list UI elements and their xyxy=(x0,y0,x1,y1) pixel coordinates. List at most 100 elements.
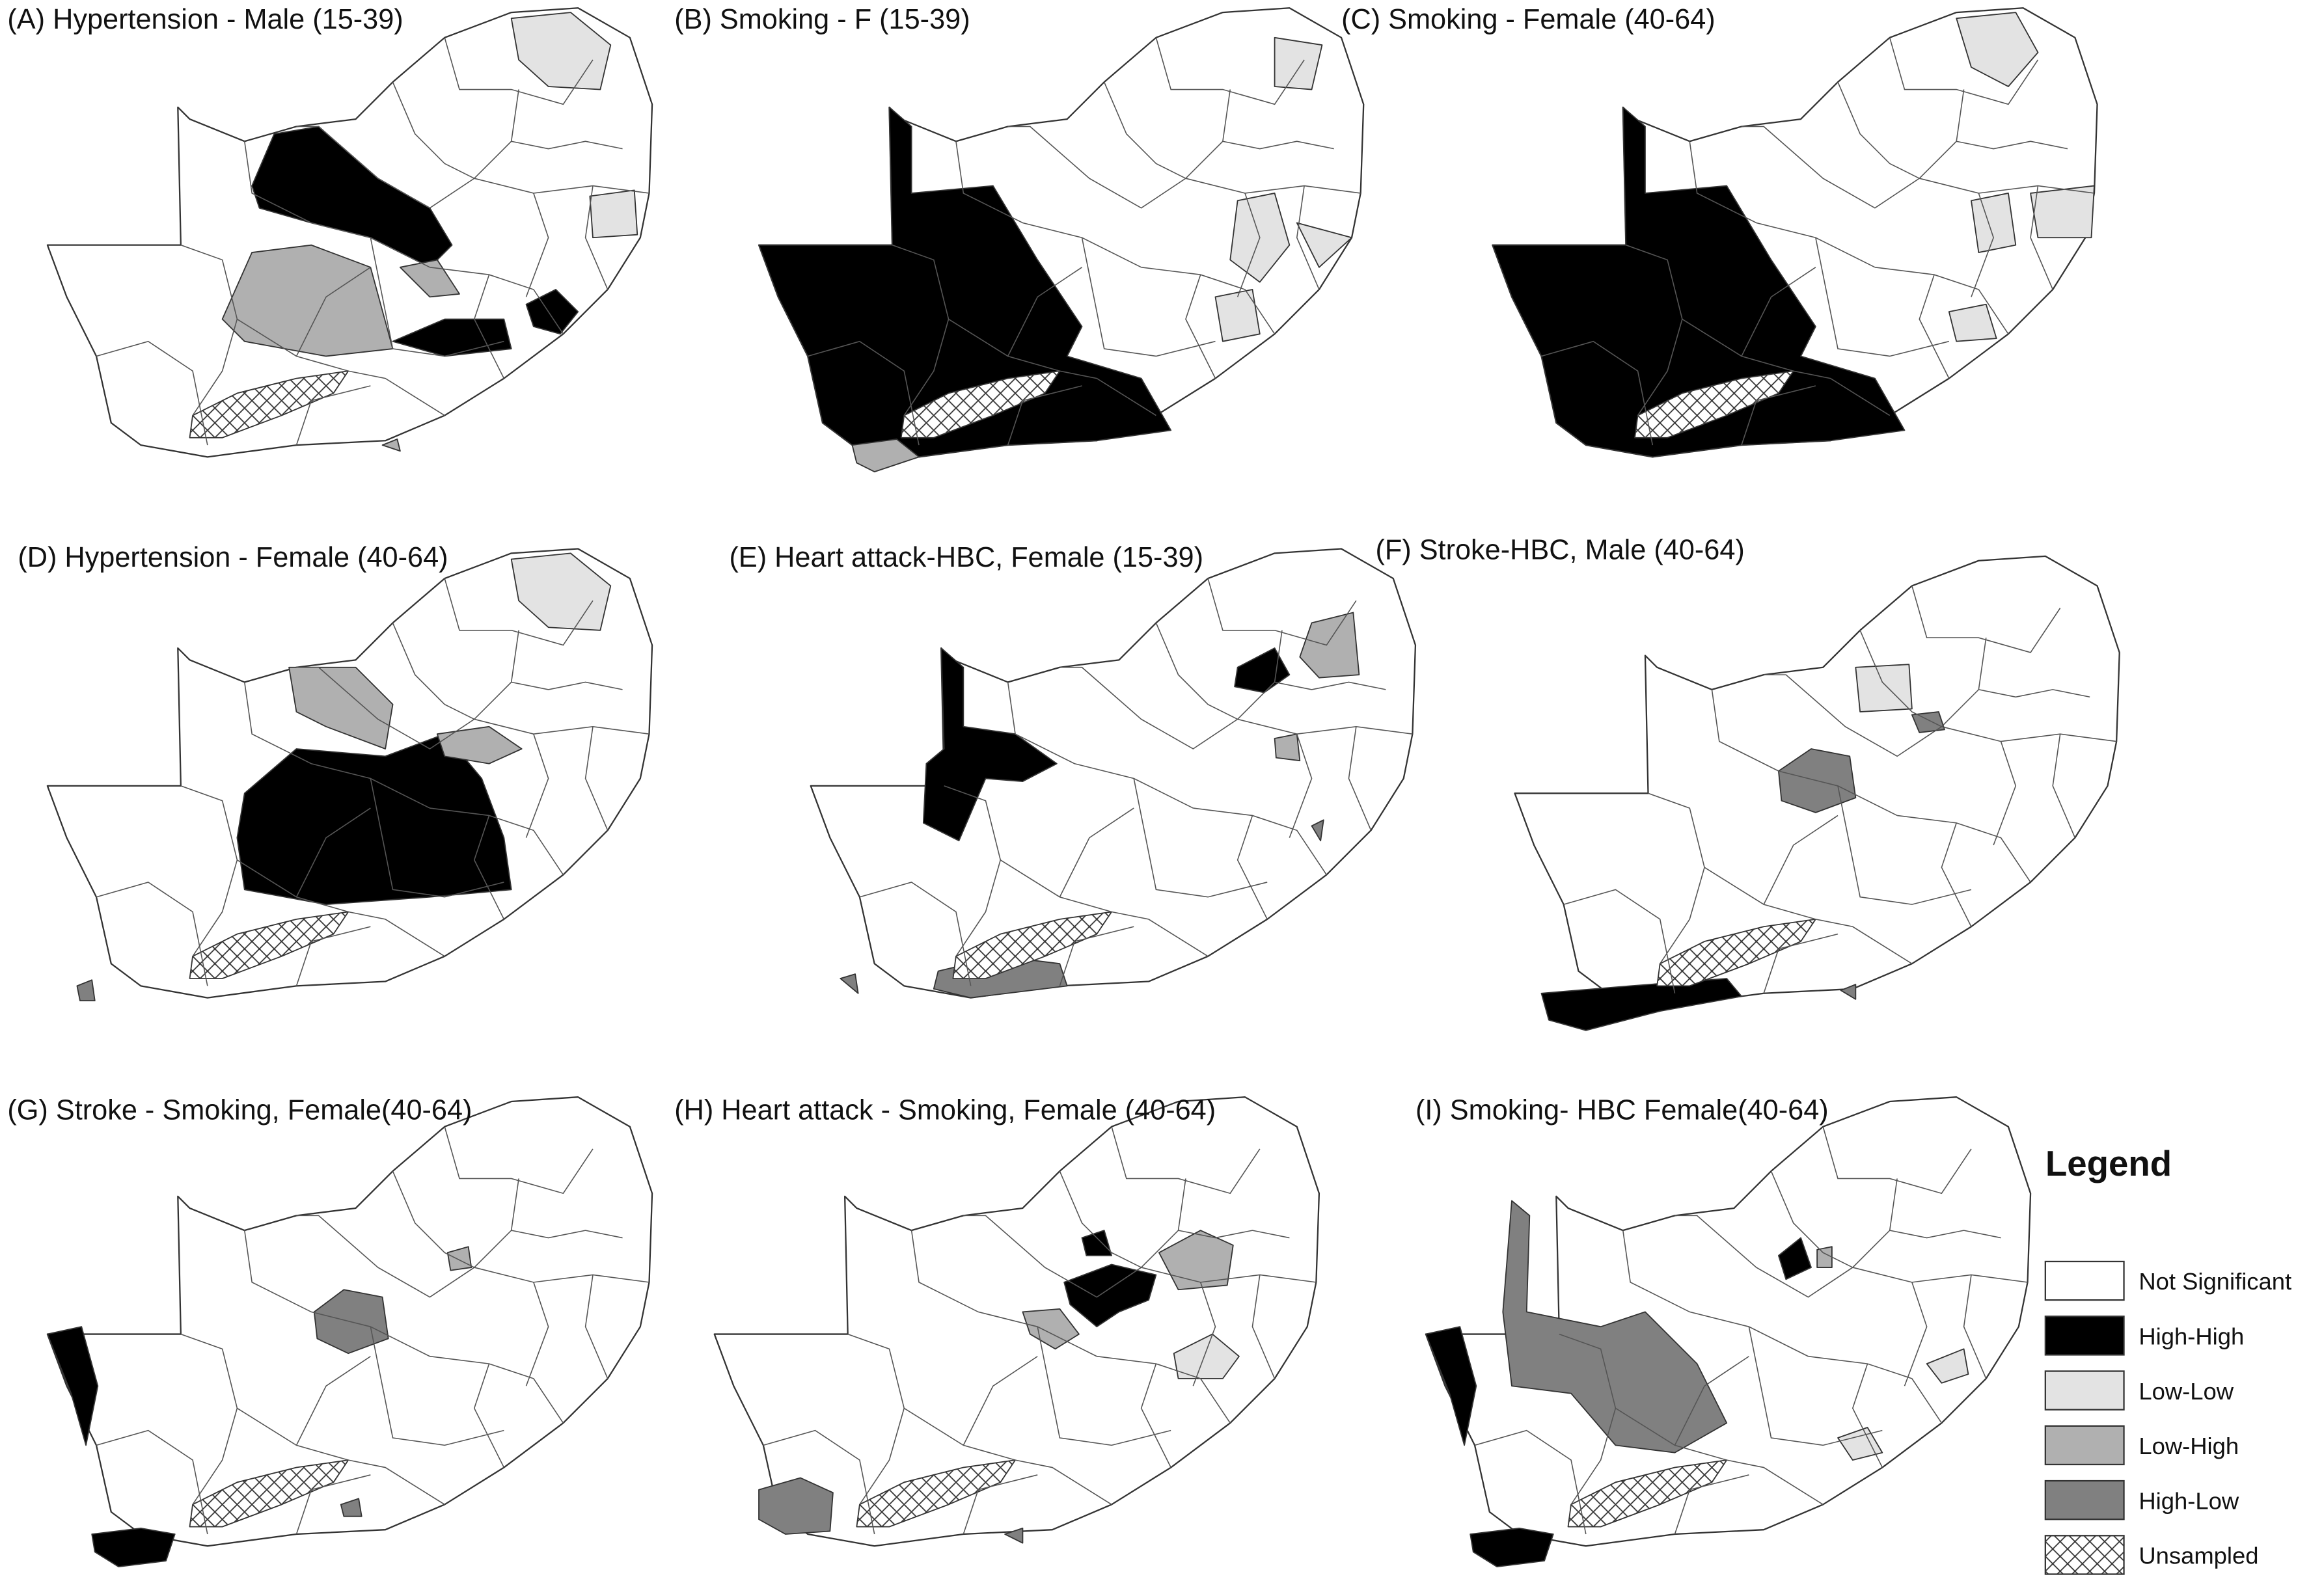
district-region xyxy=(91,1527,176,1568)
district-boundary xyxy=(1674,1356,1749,1446)
district-region xyxy=(236,733,512,906)
district-boundary xyxy=(1192,1282,1216,1386)
district-boundary xyxy=(96,882,208,986)
district-boundary xyxy=(1140,1363,1171,1468)
district-boundary xyxy=(1141,267,1276,334)
district-boundary xyxy=(525,1282,549,1386)
panel-title: (C) Smoking - Female (40-64) xyxy=(1341,4,1716,35)
district-boundary xyxy=(430,1355,564,1424)
district-boundary xyxy=(392,81,475,179)
legend-swatch xyxy=(2044,1479,2125,1520)
district-region xyxy=(856,1459,1016,1528)
district-boundary xyxy=(1919,178,2095,194)
district-region xyxy=(1063,1263,1157,1328)
district-boundary xyxy=(295,385,371,446)
district-boundary xyxy=(1474,1429,1587,1535)
district-boundary xyxy=(1622,1230,1809,1357)
district-region xyxy=(1299,612,1360,679)
panel-title: (G) Stroke - Smoking, Female(40-64) xyxy=(7,1094,472,1126)
district-region xyxy=(589,189,638,239)
district-region xyxy=(1492,106,1906,458)
district-boundary xyxy=(1207,578,1357,646)
district-boundary xyxy=(444,578,594,646)
district-boundary xyxy=(1178,1230,1290,1239)
district-boundary xyxy=(236,1407,445,1506)
district-boundary xyxy=(474,718,649,735)
district-boundary xyxy=(473,274,505,379)
legend-label: High-High xyxy=(2139,1323,2244,1350)
legend-label: Low-High xyxy=(2139,1433,2239,1459)
district-boundary xyxy=(1059,807,1134,898)
district-boundary xyxy=(1289,733,1313,838)
district-boundary xyxy=(1919,274,1950,379)
district-boundary xyxy=(525,193,549,297)
district-region xyxy=(1777,1237,1812,1280)
district-boundary xyxy=(1563,889,1676,993)
district-boundary xyxy=(1133,778,1268,898)
district-boundary xyxy=(295,807,371,898)
district-region xyxy=(1502,1200,1728,1453)
district-region xyxy=(840,973,859,994)
district-region xyxy=(1081,1230,1112,1256)
district-boundary xyxy=(1007,267,1082,357)
district-region xyxy=(1971,193,2017,253)
district-boundary xyxy=(1815,237,1950,357)
district-boundary xyxy=(1911,586,2061,653)
district-region xyxy=(436,725,523,764)
district-boundary xyxy=(859,882,972,986)
map-panel xyxy=(46,548,653,1002)
map-panel xyxy=(46,7,653,458)
district-region xyxy=(1855,664,1913,712)
district-region xyxy=(189,370,349,439)
district-region xyxy=(1311,819,1324,842)
district-boundary xyxy=(763,1429,875,1535)
district-boundary xyxy=(584,185,608,290)
legend-swatch xyxy=(2044,1535,2125,1575)
panel-title: (B) Smoking - F (15-39) xyxy=(674,4,970,35)
district-region xyxy=(1911,711,1945,733)
district-boundary xyxy=(295,267,371,357)
district-boundary xyxy=(1941,726,2117,742)
district-boundary xyxy=(96,1429,208,1535)
district-boundary xyxy=(1770,1170,1853,1268)
map-panel xyxy=(758,7,1365,473)
legend-swatch xyxy=(2044,1316,2125,1356)
district-boundary xyxy=(963,1356,1038,1446)
district-region xyxy=(1948,303,1997,342)
district-boundary xyxy=(955,141,1141,268)
district-region xyxy=(1540,978,1742,1031)
district-boundary xyxy=(1859,630,1942,727)
district-boundary xyxy=(1763,815,1839,905)
district-region xyxy=(1656,918,1816,987)
district-boundary xyxy=(1904,1282,1928,1386)
legend-swatch xyxy=(2044,1260,2125,1301)
district-region xyxy=(1567,1459,1728,1528)
district-boundary xyxy=(1059,1170,1141,1268)
district-region xyxy=(288,666,394,750)
map-panel xyxy=(810,548,1417,999)
district-boundary xyxy=(243,682,430,809)
district-boundary xyxy=(910,1230,1097,1357)
district-boundary xyxy=(1237,815,1268,920)
district-boundary xyxy=(1615,1407,1824,1506)
district-boundary xyxy=(1763,933,1839,994)
district-region xyxy=(189,911,349,979)
panel-title: (F) Stroke-HBC, Male (40-64) xyxy=(1375,534,1744,565)
district-region xyxy=(1470,1527,1554,1568)
district-boundary xyxy=(1251,1275,1276,1379)
district-boundary xyxy=(1000,859,1209,957)
district-boundary xyxy=(1993,741,2017,846)
district-boundary xyxy=(584,1275,608,1379)
district-boundary xyxy=(1852,1363,1883,1468)
district-boundary xyxy=(511,681,623,690)
district-boundary xyxy=(1852,1267,2028,1283)
legend-title: Legend xyxy=(2045,1144,2172,1183)
district-boundary xyxy=(243,1230,430,1357)
district-region xyxy=(1214,289,1261,342)
legend-swatch xyxy=(2044,1425,2125,1466)
legend-swatch xyxy=(2044,1370,2125,1411)
district-boundary xyxy=(392,623,475,720)
district-region xyxy=(221,244,394,357)
district-region xyxy=(1234,647,1291,694)
